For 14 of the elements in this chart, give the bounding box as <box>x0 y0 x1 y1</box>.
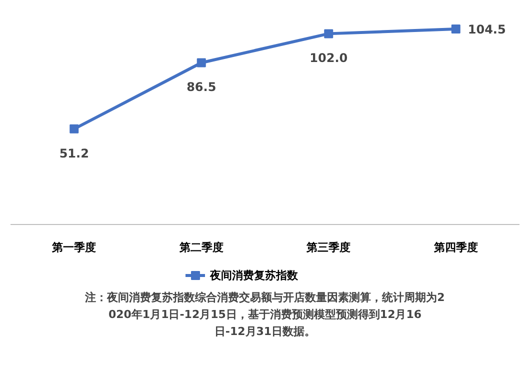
point <box>70 124 79 134</box>
data-label: 51.2 <box>59 146 89 160</box>
point <box>196 58 206 68</box>
data-label: 102.0 <box>310 51 348 66</box>
data-label: 86.5 <box>186 80 216 94</box>
point <box>451 24 460 34</box>
data-label: 104.5 <box>468 22 506 36</box>
x-tick-label: 第二季度 <box>178 240 224 254</box>
legend-label: 夜间消费复苏指数 <box>210 268 298 282</box>
x-tick-label: 第三季度 <box>306 240 351 254</box>
x-tick-label: 第一季度 <box>51 240 96 254</box>
point <box>324 29 334 38</box>
text: 注：夜间消费复苏指数综合消费交易额与开店数量因素测算，统计周期为2020年1月1日-12月15日，基于消费预测模型预测得到12月16日-12月31日数据。 <box>84 291 445 338</box>
x-tick-label: 第四季度 <box>432 240 478 254</box>
